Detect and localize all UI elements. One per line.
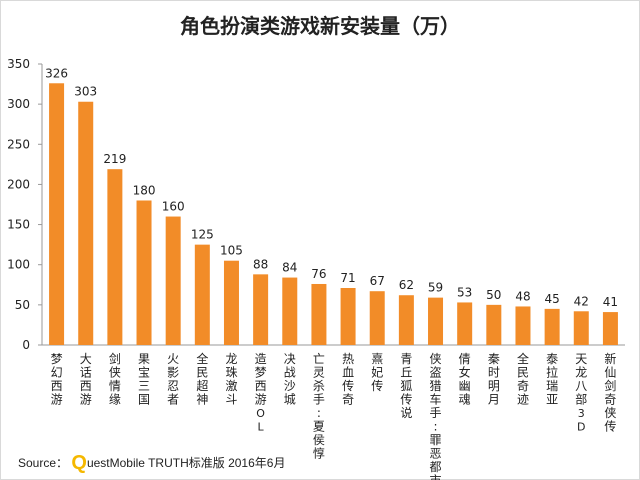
bar-value-label: 125 bbox=[191, 228, 214, 242]
bar-value-label: 67 bbox=[370, 274, 385, 288]
x-category-label: 倩女幽魂 bbox=[459, 352, 471, 407]
bar bbox=[398, 295, 414, 345]
y-tick-label: 100 bbox=[7, 258, 30, 272]
bar bbox=[369, 291, 385, 345]
bar-value-label: 41 bbox=[603, 295, 618, 309]
x-category-label: 大话西游 bbox=[80, 352, 92, 407]
x-category-label: 果宝三国 bbox=[138, 352, 150, 407]
bar bbox=[78, 101, 94, 345]
y-tick-label: 250 bbox=[7, 137, 30, 151]
bar bbox=[165, 216, 181, 345]
bar-value-label: 59 bbox=[428, 281, 443, 295]
bar-value-label: 76 bbox=[311, 267, 326, 281]
x-category-label: 梦幻西游 bbox=[51, 352, 63, 407]
bar bbox=[602, 312, 618, 345]
bar-value-label: 62 bbox=[399, 278, 414, 292]
bar bbox=[194, 244, 210, 345]
bar bbox=[340, 287, 356, 345]
x-category-label: 龙珠激斗 bbox=[225, 352, 237, 407]
x-category-label: 决战沙城 bbox=[284, 352, 296, 407]
bar-value-label: 50 bbox=[486, 288, 501, 302]
x-category-label: 泰拉瑞亚 bbox=[546, 352, 558, 407]
chart-title: 角色扮演类游戏新安装量（万） bbox=[180, 14, 460, 38]
bar bbox=[486, 304, 502, 345]
bar-value-label: 326 bbox=[45, 66, 68, 80]
bar bbox=[223, 260, 239, 345]
bar-value-label: 71 bbox=[340, 271, 355, 285]
bar bbox=[282, 277, 298, 345]
x-category-label: 火影忍者 bbox=[167, 352, 179, 407]
x-category-label: 新仙剑奇侠传 bbox=[604, 351, 616, 434]
x-category-label: 剑侠情缘 bbox=[109, 351, 121, 407]
bar bbox=[457, 302, 473, 345]
y-tick-label: 200 bbox=[7, 177, 30, 191]
bar-value-label: 53 bbox=[457, 285, 472, 299]
bar bbox=[573, 311, 589, 345]
bar-value-label: 219 bbox=[103, 152, 126, 166]
x-category-label: 侠盗猎车手:罪恶都市 bbox=[430, 352, 442, 480]
bar-value-label: 48 bbox=[515, 289, 530, 303]
bar-value-label: 105 bbox=[220, 244, 243, 258]
y-tick-label: 300 bbox=[7, 97, 30, 111]
x-category-label: 天龙八部 3 D bbox=[575, 352, 587, 434]
bar bbox=[544, 308, 560, 345]
x-category-label: 青丘狐传说 bbox=[400, 352, 412, 420]
bar bbox=[253, 274, 269, 345]
bar bbox=[136, 200, 152, 345]
bar-value-label: 180 bbox=[133, 183, 156, 197]
source-label: Source： bbox=[18, 456, 69, 470]
x-category-label: 秦时明月 bbox=[488, 352, 500, 407]
x-category-label: 全民奇迹 bbox=[517, 351, 529, 407]
bar bbox=[428, 297, 444, 345]
bar bbox=[49, 83, 65, 346]
x-category-label: 造梦西游 O L bbox=[255, 352, 267, 434]
y-tick-label: 0 bbox=[22, 338, 30, 352]
bar-value-label: 42 bbox=[574, 294, 589, 308]
x-category-label: 亡灵杀手:夏侯惇 bbox=[313, 352, 325, 461]
bar bbox=[311, 283, 327, 345]
bar-value-label: 160 bbox=[162, 200, 185, 214]
bar-value-label: 303 bbox=[74, 85, 97, 99]
questmobile-logo-q: Q bbox=[71, 452, 87, 474]
source-text: uestMobile TRUTH标准版 2016年6月 bbox=[86, 456, 286, 470]
bar bbox=[515, 306, 531, 345]
bar-value-label: 88 bbox=[253, 257, 268, 271]
x-category-label: 全民超神 bbox=[196, 351, 208, 407]
y-tick-label: 350 bbox=[7, 57, 30, 71]
y-tick-label: 150 bbox=[7, 218, 30, 232]
y-tick-label: 50 bbox=[15, 298, 30, 312]
bar bbox=[107, 169, 123, 345]
source-note: Source： QuestMobile TRUTH标准版 2016年6月 bbox=[18, 452, 285, 475]
x-category-label: 熹妃传 bbox=[371, 351, 383, 393]
x-category-label: 热血传奇 bbox=[342, 352, 354, 407]
bar-value-label: 84 bbox=[282, 261, 297, 275]
bar-value-label: 45 bbox=[544, 292, 559, 306]
